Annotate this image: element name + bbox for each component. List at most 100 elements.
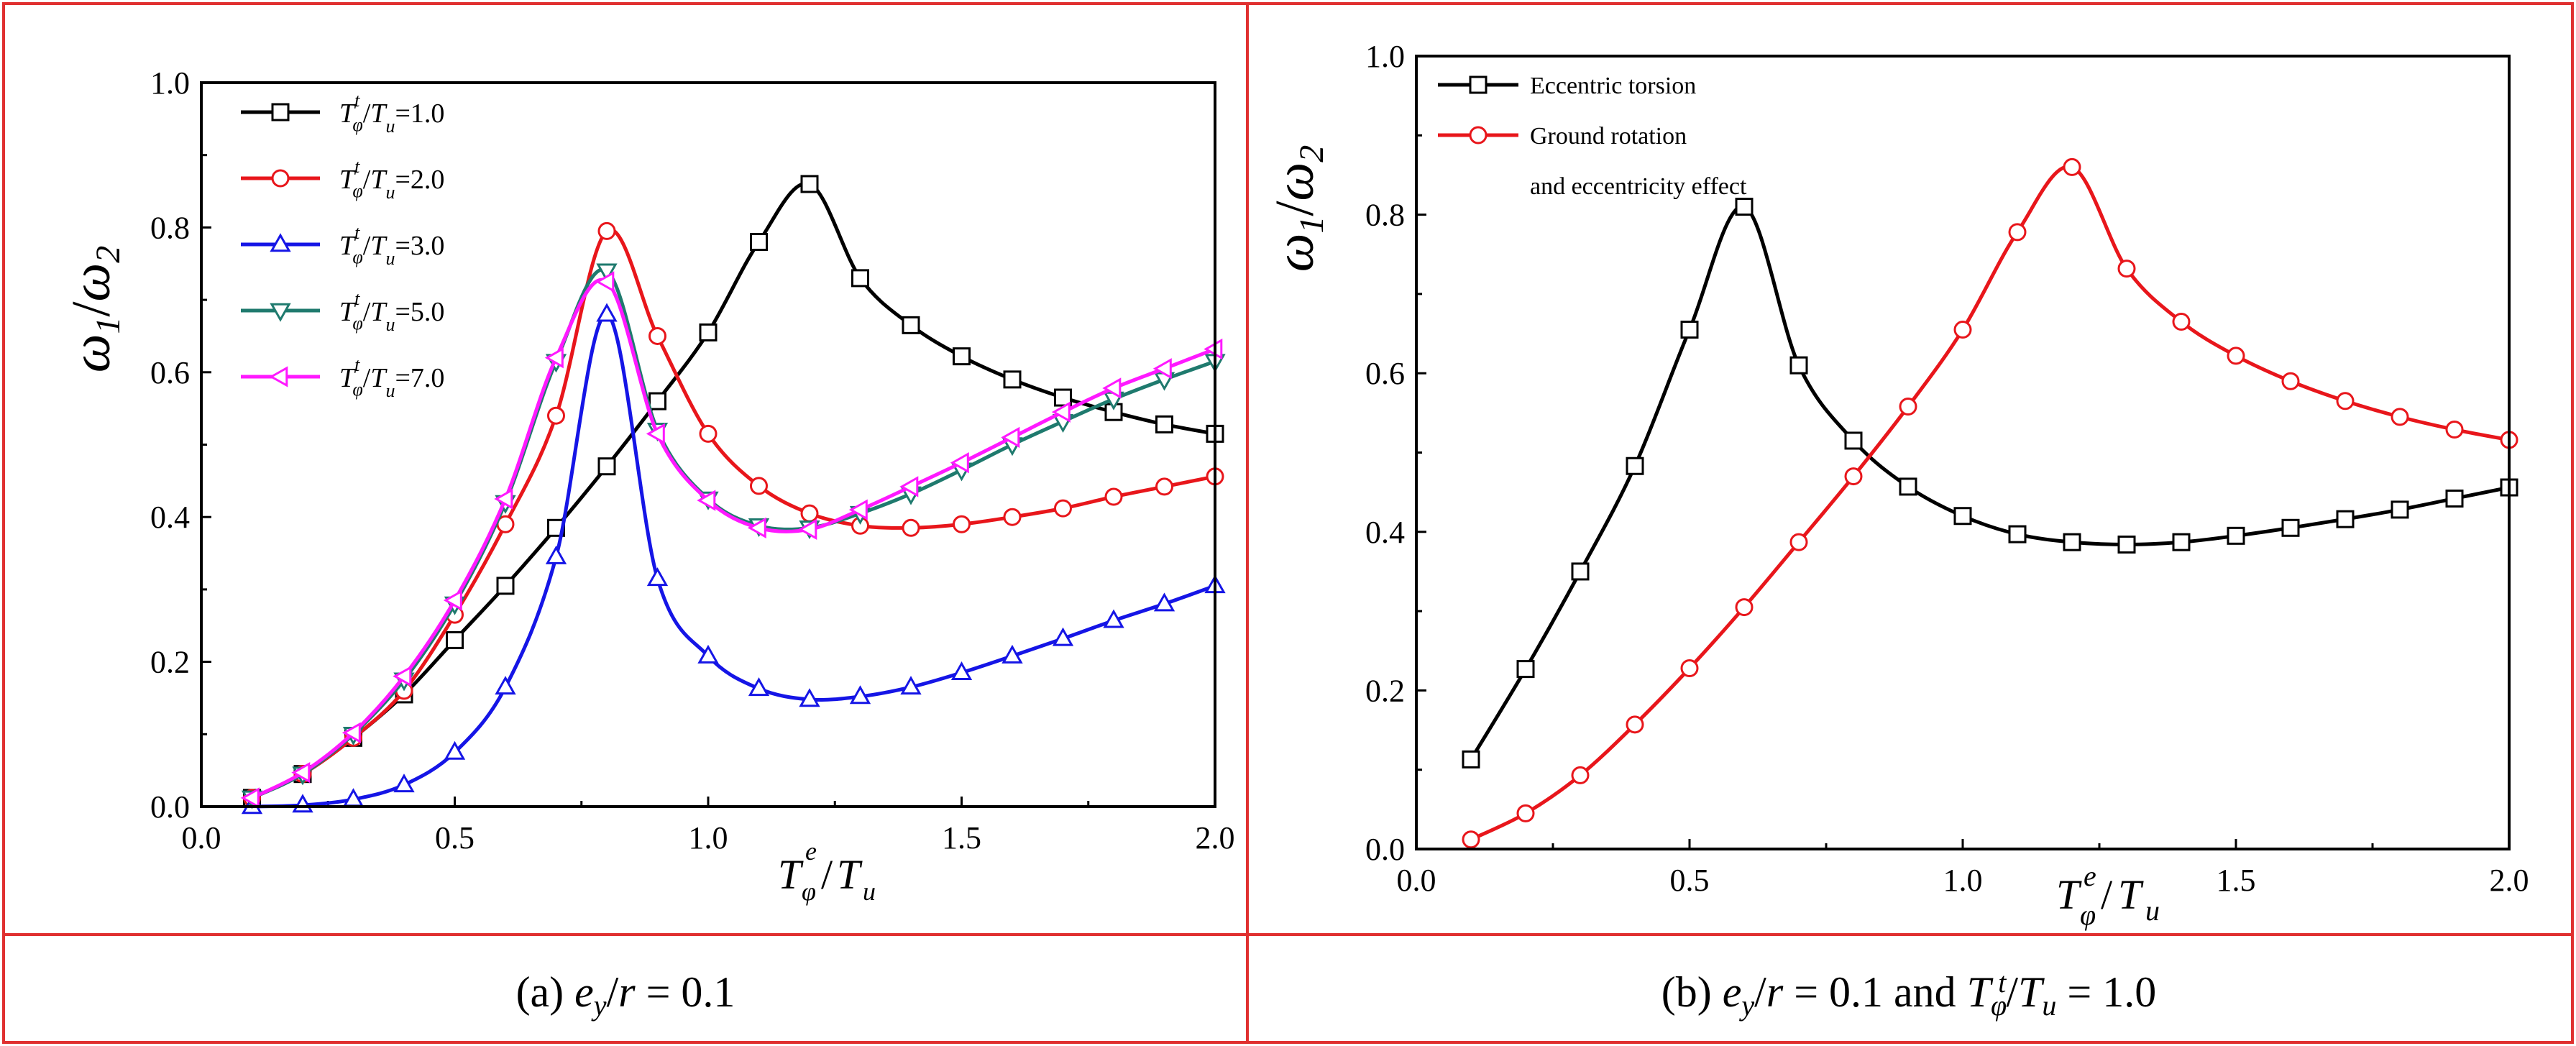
- svg-text:φ: φ: [802, 877, 816, 906]
- data-point-b-1-16: [2336, 392, 2355, 410]
- data-point-a-4-16: [1051, 401, 1071, 423]
- data-point-a-0-9: [699, 323, 718, 341]
- series-line-a-2: [252, 312, 1216, 809]
- series-line-a-4: [251, 277, 1216, 800]
- data-point-b-1-0: [1462, 830, 1480, 849]
- data-point-a-4-10: [747, 517, 766, 538]
- data-point-a-2-11: [799, 688, 820, 707]
- data-point-b-0-18: [2445, 489, 2464, 508]
- data-point-a-4-1: [291, 762, 311, 784]
- y-tick-label-b-3: 0.6: [1365, 356, 1405, 391]
- data-point-a-1-17: [1104, 487, 1123, 506]
- axes-frame-b: [1415, 55, 2511, 850]
- data-point-b-1-6: [1789, 533, 1808, 551]
- legend-label-a-0: Tt φ/Tu=1.0: [339, 90, 444, 137]
- data-point-a-4-15: [1001, 426, 1020, 449]
- series-line-a-1: [251, 227, 1216, 800]
- data-point-b-0-16: [2336, 510, 2355, 528]
- data-point-a-4-12: [848, 499, 868, 520]
- x-tick-label-a-0: 0.0: [182, 820, 221, 855]
- data-point-a-1-6: [547, 406, 565, 425]
- axes-frame-a: [200, 81, 1216, 808]
- svg-text:T: T: [2118, 871, 2144, 918]
- x-tick-label-b-1: 0.5: [1670, 863, 1710, 898]
- legend-marker-b-0: [1469, 75, 1488, 94]
- panel-a: 0.0 0.5 1.0 1.5 2.00.00.20.40.60.81.0 ω1/ω2 …: [61, 65, 1235, 906]
- data-point-b-1-17: [2391, 408, 2409, 426]
- svg-text:T: T: [837, 851, 863, 898]
- data-point-a-1-10: [750, 477, 768, 495]
- data-point-a-4-14: [950, 452, 969, 474]
- x-tick-label-a-2: 1.0: [689, 820, 728, 855]
- x-axis-label-b: T e φ / T u: [2056, 860, 2160, 931]
- y-tick-label-b-5: 1.0: [1365, 39, 1405, 74]
- data-point-a-0-14: [953, 347, 971, 366]
- data-point-a-2-8: [646, 567, 669, 587]
- y-tick-label-a-0: 0.0: [150, 789, 190, 825]
- svg-text:T: T: [778, 851, 804, 898]
- data-point-b-0-14: [2227, 526, 2245, 545]
- data-point-b-0-5: [1735, 198, 1754, 216]
- data-point-a-4-18: [1152, 358, 1172, 380]
- series-line-a-0: [251, 181, 1216, 800]
- data-point-a-1-8: [648, 326, 666, 345]
- legend-label-a-1: Tt φ/Tu=2.0: [339, 156, 444, 203]
- svg-text:u: u: [2145, 894, 2160, 927]
- y-axis-label-a: ω1/ω2: [61, 246, 127, 372]
- data-point-a-1-7: [597, 221, 616, 240]
- data-point-b-1-13: [2172, 313, 2191, 331]
- data-point-a-3-7: [596, 263, 618, 283]
- data-point-b-0-12: [2117, 535, 2136, 554]
- data-point-a-2-13: [900, 676, 922, 695]
- data-point-b-0-3: [1626, 457, 1644, 475]
- data-point-b-1-11: [2063, 157, 2081, 176]
- data-point-b-1-12: [2117, 260, 2136, 278]
- data-point-a-0-7: [597, 457, 616, 476]
- data-point-a-4-11: [798, 518, 817, 540]
- data-point-a-1-14: [953, 515, 971, 533]
- legend-label-a-4: Tt φ/Tu=7.0: [339, 354, 444, 401]
- data-point-a-0-12: [851, 269, 869, 288]
- data-point-b-0-15: [2281, 518, 2300, 537]
- data-point-a-2-18: [1153, 592, 1175, 612]
- plot-a: 0.0 0.5 1.0 1.5 2.0 0.0 0.2 0.4 0.6 0.8 1.0: [150, 65, 1235, 855]
- data-point-b-0-13: [2172, 533, 2191, 551]
- data-point-b-0-10: [2008, 525, 2027, 543]
- legend-marker-a-3: [270, 303, 291, 322]
- plot-b: 0.0 0.5 1.0 1.5 2.0 0.0 0.2 0.4 0.6 0.8 1.0: [1365, 39, 2529, 898]
- legend-marker-a-1: [271, 169, 290, 188]
- data-point-b-1-9: [1953, 321, 1972, 339]
- x-tick-label-a-4: 2.0: [1196, 820, 1235, 855]
- x-tick-label-a-3: 1.5: [942, 820, 981, 855]
- data-point-a-1-11: [800, 504, 819, 523]
- data-point-a-4-0: [240, 787, 260, 809]
- data-point-a-4-8: [646, 423, 665, 445]
- caption-a: (a) ey/r = 0.1: [516, 968, 735, 1022]
- data-point-a-0-16: [1054, 388, 1072, 407]
- y-axis-label-b: ω1/ω2: [1265, 145, 1331, 272]
- legend-marker-a-2: [270, 233, 291, 252]
- y-tick-label-a-4: 0.8: [150, 210, 190, 245]
- legend-marker-b-1: [1469, 126, 1488, 144]
- data-point-a-2-16: [1052, 627, 1074, 646]
- y-tick-label-b-0: 0.0: [1365, 832, 1405, 867]
- series-line-b-1: [1470, 165, 2510, 842]
- data-point-a-4-3: [393, 666, 412, 687]
- legend-marker-a-4: [269, 366, 288, 387]
- legend-label-b-0-0: Eccentric torsion: [1530, 73, 1696, 99]
- data-point-b-0-17: [2391, 500, 2409, 519]
- data-point-a-0-18: [1155, 415, 1173, 433]
- data-point-a-0-4: [446, 630, 464, 649]
- data-point-b-1-3: [1626, 715, 1644, 734]
- y-tick-label-b-2: 0.4: [1365, 515, 1405, 550]
- data-point-b-1-18: [2445, 421, 2464, 439]
- data-point-a-0-13: [902, 316, 920, 334]
- x-axis-label-a: T e φ / T u: [778, 837, 876, 906]
- data-point-b-1-1: [1516, 804, 1535, 822]
- data-point-b-0-6: [1789, 356, 1808, 375]
- data-point-b-1-7: [1844, 467, 1863, 486]
- data-point-a-0-8: [648, 392, 666, 410]
- svg-text:/: /: [2101, 871, 2113, 918]
